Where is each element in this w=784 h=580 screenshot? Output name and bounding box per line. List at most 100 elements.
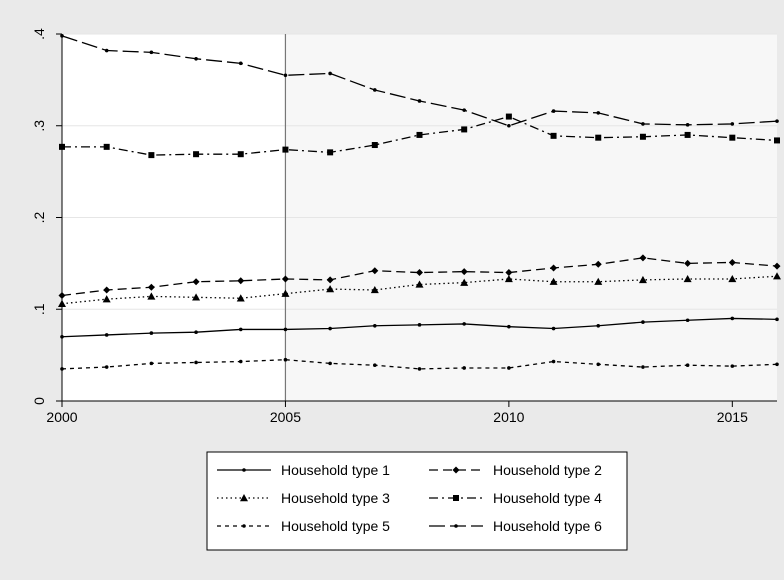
data-point	[504, 274, 513, 283]
data-point	[417, 367, 422, 371]
data-point	[328, 326, 332, 331]
data-point	[237, 277, 245, 285]
data-point	[58, 291, 66, 299]
data-point	[775, 317, 779, 322]
data-point	[462, 366, 466, 370]
data-point	[149, 361, 154, 366]
legend-box	[206, 451, 628, 551]
data-point	[639, 254, 647, 262]
data-point	[505, 269, 513, 277]
data-point	[596, 362, 601, 367]
legend-item-5: Household type 5	[217, 518, 390, 534]
series-3	[58, 272, 781, 307]
data-point	[462, 322, 466, 326]
data-point	[683, 274, 692, 283]
data-point	[638, 275, 647, 284]
data-point	[641, 122, 645, 126]
data-point	[551, 359, 556, 364]
data-point	[147, 283, 155, 291]
data-point	[684, 131, 691, 138]
legend-label: Household type 2	[493, 462, 602, 478]
data-point	[60, 334, 64, 339]
data-point	[595, 134, 602, 141]
data-point	[684, 259, 692, 267]
data-point	[507, 123, 511, 128]
legend-marker	[240, 494, 248, 502]
data-point	[104, 48, 109, 53]
data-point	[773, 262, 781, 270]
data-point	[104, 365, 109, 369]
data-point	[730, 122, 735, 126]
legend-label: Household type 1	[281, 462, 390, 478]
data-point	[60, 34, 64, 38]
legend-label: Household type 4	[493, 490, 602, 506]
data-point	[192, 293, 201, 301]
x-tick-label: 2000	[46, 409, 77, 425]
data-point	[416, 131, 423, 138]
legend-marker	[454, 524, 458, 528]
data-point	[236, 294, 245, 302]
data-point	[462, 108, 466, 112]
legend-item-3: Household type 3	[217, 490, 390, 506]
legend-label: Household type 6	[493, 518, 602, 534]
data-point	[551, 326, 556, 331]
data-point	[550, 132, 557, 139]
data-point	[148, 152, 155, 159]
data-point	[775, 362, 779, 367]
data-point	[194, 330, 198, 334]
legend-item-4: Household type 4	[429, 490, 602, 506]
data-point	[149, 331, 154, 335]
data-point	[194, 360, 198, 365]
data-point	[238, 61, 243, 66]
data-point	[773, 272, 781, 280]
data-point	[417, 99, 422, 103]
data-point	[238, 359, 243, 364]
legend-label: Household type 3	[281, 490, 390, 506]
data-point	[103, 143, 110, 150]
legend-marker	[242, 468, 246, 472]
x-tick-label: 2005	[270, 409, 301, 425]
data-point	[685, 363, 690, 368]
data-point	[58, 299, 66, 307]
y-tick-label: .2	[31, 211, 47, 223]
data-point	[238, 327, 243, 332]
series-2	[58, 254, 781, 299]
y-tick-label: .1	[31, 303, 47, 315]
series-line	[62, 115, 778, 156]
data-point	[596, 323, 601, 328]
legend-item-6: Household type 6	[429, 518, 602, 534]
data-point	[639, 133, 646, 140]
data-point	[328, 361, 332, 366]
data-point	[326, 285, 335, 293]
series-5	[60, 357, 779, 371]
data-point	[460, 268, 468, 276]
data-point	[282, 146, 289, 153]
data-point	[416, 269, 423, 277]
data-point	[460, 278, 469, 286]
data-point	[507, 324, 511, 329]
series-line	[61, 257, 778, 297]
data-point	[417, 323, 422, 327]
data-point	[373, 88, 377, 92]
legend-label: Household type 5	[281, 518, 390, 534]
data-point	[730, 364, 735, 368]
legend-item-2: Household type 2	[429, 462, 602, 478]
legend-marker	[242, 524, 246, 528]
data-point	[685, 123, 690, 127]
data-point	[415, 280, 424, 288]
data-point	[774, 137, 780, 144]
data-point	[641, 365, 645, 369]
data-point	[729, 134, 736, 141]
y-tick-label: 0	[31, 397, 47, 405]
data-point	[102, 295, 111, 303]
data-point	[596, 111, 601, 115]
data-point	[281, 289, 290, 297]
data-point	[728, 274, 737, 283]
data-point	[594, 260, 602, 268]
data-point	[194, 56, 198, 61]
data-point	[147, 292, 156, 300]
y-tick-label: .3	[31, 120, 47, 132]
data-point	[328, 71, 332, 76]
data-point	[551, 109, 556, 113]
